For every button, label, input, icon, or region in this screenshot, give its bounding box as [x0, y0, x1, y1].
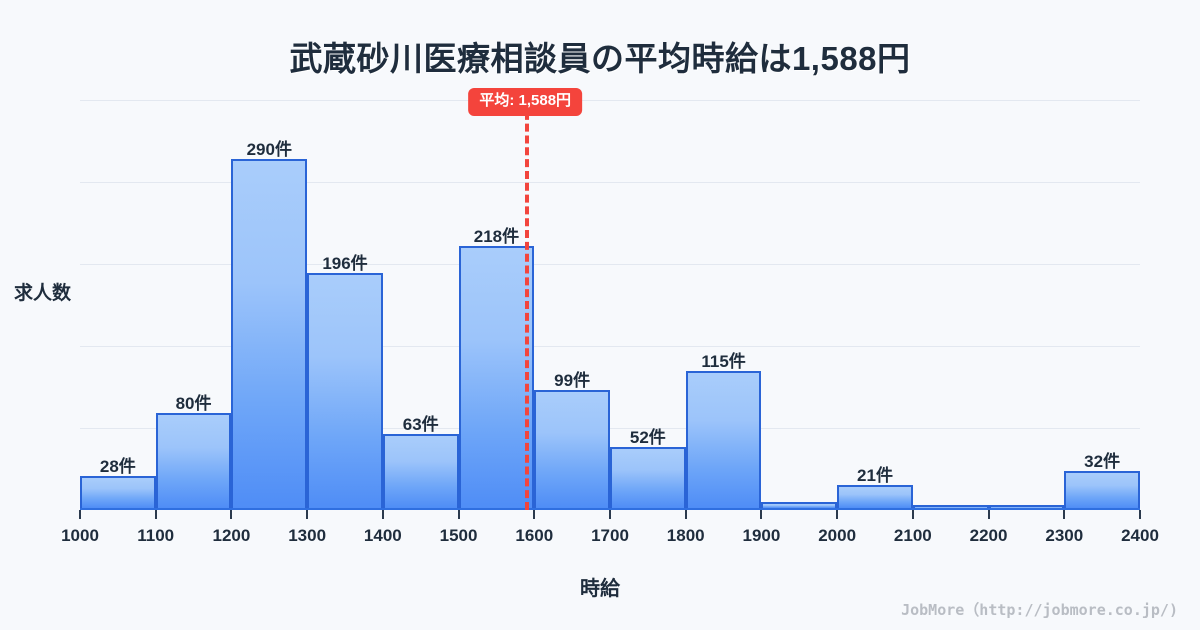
gridline: [80, 100, 1140, 101]
x-axis-tick: [230, 510, 233, 519]
x-axis-baseline: [80, 508, 1140, 510]
gridline: [80, 346, 1140, 347]
bar[interactable]: [155, 413, 232, 510]
x-axis-tick: [79, 510, 81, 519]
bar-value-label: 28件: [99, 457, 136, 477]
bar-value-label: 290件: [246, 140, 292, 160]
bar-value-label: 99件: [554, 371, 591, 391]
x-axis-tick-label: 1700: [591, 526, 629, 545]
bar[interactable]: [534, 390, 610, 510]
bar[interactable]: [837, 484, 913, 510]
x-axis-tick: [457, 510, 460, 519]
bar-value-label: 218件: [473, 227, 520, 247]
x-axis-tick: [684, 510, 687, 519]
bar[interactable]: [231, 159, 308, 510]
x-axis-tick-label: 1400: [363, 526, 402, 545]
bar[interactable]: [80, 476, 156, 510]
average-line: [525, 100, 530, 510]
x-axis-tick-label: 1500: [439, 526, 478, 545]
y-axis-label: 求人数: [14, 283, 72, 304]
x-axis-tick: [836, 510, 839, 519]
x-axis-tick: [154, 510, 157, 519]
x-axis-tick: [533, 510, 536, 519]
bar-value-label: 21件: [857, 465, 893, 485]
bar-value-label: 115件: [701, 351, 746, 371]
watermark: JobMore（http://jobmore.co.jp/): [901, 601, 1178, 619]
x-axis-tick-label: 2400: [1121, 526, 1159, 545]
x-axis-tick: [911, 510, 914, 519]
x-axis-tick-label: 1100: [137, 526, 175, 545]
x-axis-tick-label: 2300: [1045, 526, 1084, 545]
x-axis-tick-label: 2200: [969, 526, 1008, 545]
x-axis-tick: [381, 510, 384, 519]
x-axis-tick: [760, 510, 763, 519]
bar-value-label: 52件: [629, 428, 666, 448]
bar[interactable]: [1064, 471, 1140, 510]
gridline: [80, 264, 1140, 265]
x-axis-tick: [609, 510, 611, 519]
average-badge: 平均: 1,588円: [468, 88, 583, 116]
x-axis-tick-label: 1600: [515, 526, 554, 545]
x-axis-tick-label: 1300: [288, 526, 327, 545]
x-axis-tick: [306, 510, 309, 519]
page-title: 武蔵砂川医療相談員の平均時給は1,588円: [289, 40, 911, 77]
bar-value-label: 196件: [322, 253, 368, 273]
x-axis-tick: [1139, 510, 1141, 519]
bar[interactable]: [307, 272, 383, 510]
x-axis-tick-label: 1200: [212, 526, 251, 545]
x-axis-label: 時給: [580, 578, 620, 600]
x-axis-tick: [1063, 510, 1066, 519]
x-axis-tick-label: 1900: [742, 526, 781, 545]
bar-value-label: 32件: [1084, 452, 1121, 472]
bar[interactable]: [458, 246, 535, 510]
x-axis-tick-label: 1000: [61, 526, 99, 545]
bar[interactable]: [685, 370, 762, 510]
gridline: [80, 182, 1140, 183]
bar[interactable]: [610, 447, 686, 510]
x-axis-tick: [987, 510, 990, 519]
bar[interactable]: [382, 433, 459, 510]
bar-value-label: 80件: [175, 394, 212, 414]
x-axis-tick-label: 2000: [818, 526, 857, 545]
gridline: [80, 428, 1140, 429]
x-axis-tick-label: 2100: [893, 526, 932, 545]
bar-value-label: 63件: [402, 414, 439, 434]
plot-area: 28件 80件 290件 196件 63件 218件 99件 52件 115件 21件 32件 100…: [61, 88, 1159, 545]
x-axis-tick-label: 1800: [666, 526, 705, 545]
